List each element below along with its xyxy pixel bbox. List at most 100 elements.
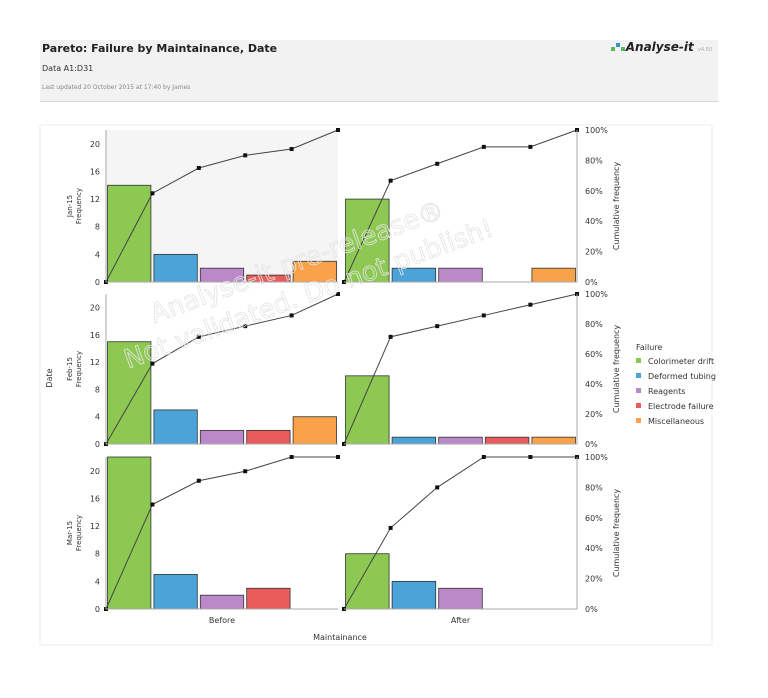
cumulative-point [481, 455, 486, 459]
row-label: Feb-15Frequency [66, 351, 83, 387]
bar-Feb-15-After-4 [531, 436, 576, 445]
legend-item: Reagents [648, 387, 685, 396]
y-tick-label: 12 [90, 522, 100, 531]
legend-swatch [636, 373, 641, 378]
legend-item: Electrode failure [648, 402, 714, 411]
y2-tick-label: 20% [585, 575, 603, 584]
y2-tick-label: 100% [585, 126, 608, 135]
bar-Mar-15-Before-1 [153, 574, 198, 610]
cumulative-point [336, 128, 340, 132]
y2-tick-label: 80% [585, 320, 603, 329]
y2-tick-label: 60% [585, 350, 603, 359]
cumulative-point [150, 191, 155, 196]
version: v4.50 [697, 47, 712, 53]
y-tick-label: 0 [95, 605, 100, 614]
bar-Feb-15-After-0 [345, 375, 390, 445]
bar-Mar-15-After-2 [438, 587, 483, 610]
y2-tick-label: 40% [585, 217, 603, 226]
logo-text: Analyse-it [625, 40, 694, 54]
cumulative-point [528, 144, 533, 149]
y2-axis-title: Cumulative frequency [612, 162, 621, 251]
cumulative-point [243, 469, 248, 474]
y2-axis-title: Cumulative frequency [612, 489, 621, 578]
cumulative-point [388, 178, 393, 183]
row-label-date: Mar-15 [66, 521, 74, 545]
y-tick-label: 16 [90, 494, 100, 503]
cumulative-point [243, 324, 248, 329]
y-tick-label: 16 [90, 167, 100, 176]
y-tick-label: 8 [95, 385, 100, 394]
bar-Feb-15-After-3 [484, 436, 530, 445]
y2-tick-label: 100% [585, 290, 608, 299]
cumulative-line [105, 293, 339, 445]
y-tick-label: 16 [90, 331, 100, 340]
cumulative-point [388, 525, 393, 530]
cumulative-point [481, 144, 486, 149]
y-tick-label: 8 [95, 223, 100, 232]
column-label: After [451, 616, 471, 625]
bar-Feb-15-After-2 [438, 436, 483, 445]
y2-tick-label: 80% [585, 156, 603, 165]
row-label-date: Feb-15 [66, 357, 74, 381]
y2-tick-label: 0% [585, 440, 598, 449]
column-label: Before [209, 616, 235, 625]
logo: Analyse-it v4.50 [610, 40, 712, 54]
legend-item: Colorimeter drift [648, 357, 714, 366]
bar-Mar-15-Before-2 [199, 594, 245, 610]
legend-item: Deformed tubing [648, 372, 716, 381]
cumulative-point [196, 334, 201, 339]
y-tick-label: 20 [90, 140, 100, 149]
legend-swatch [636, 418, 641, 423]
y-tick-label: 12 [90, 358, 100, 367]
row-label-frequency: Frequency [75, 188, 83, 224]
report-header: Pareto: Failure by Maintainance, Date Da… [40, 40, 718, 102]
y2-tick-label: 0% [585, 278, 598, 287]
cumulative-point [435, 485, 440, 490]
cumulative-point [336, 455, 340, 459]
y-tick-label: 20 [90, 304, 100, 313]
y2-tick-label: 100% [585, 453, 608, 462]
cumulative-point [150, 502, 155, 507]
cumulative-point [243, 153, 248, 158]
bar-Jan-15-After-2 [438, 267, 483, 283]
last-updated: Last updated 20 October 2015 at 17:40 by… [42, 84, 191, 91]
bar-Feb-15-Before-3 [246, 429, 291, 445]
y2-tick-label: 80% [585, 483, 603, 492]
bar-Feb-15-Before-1 [153, 409, 198, 445]
y2-tick-label: 40% [585, 380, 603, 389]
legend-swatch [636, 358, 641, 363]
cumulative-point [289, 147, 294, 151]
cumulative-line [343, 293, 578, 445]
legend-title: Failure [636, 343, 662, 352]
bar-Feb-15-After-1 [391, 436, 437, 445]
y-tick-label: 4 [95, 577, 100, 586]
cumulative-line [105, 456, 338, 610]
bar-Jan-15-After-4 [531, 267, 576, 283]
cumulative-point [196, 166, 201, 170]
y-tick-label: 0 [95, 278, 100, 287]
legend-swatch [636, 403, 641, 408]
row-label-frequency: Frequency [75, 515, 83, 551]
y2-tick-label: 60% [585, 187, 603, 196]
cumulative-line [343, 456, 577, 610]
row-label: Mar-15Frequency [66, 515, 83, 551]
bar-Mar-15-Before-3 [246, 587, 291, 610]
cumulative-point [528, 455, 533, 459]
y-tick-label: 4 [95, 413, 100, 422]
y2-axis-title: Cumulative frequency [612, 325, 621, 414]
cumulative-point [528, 302, 533, 307]
cumulative-line [105, 129, 339, 283]
bar-Jan-15-Before-1 [153, 253, 198, 283]
cumulative-point [435, 161, 440, 166]
y-tick-label: 8 [95, 550, 100, 559]
y2-tick-label: 60% [585, 514, 603, 523]
row-label-frequency: Frequency [75, 351, 83, 387]
cumulative-point [481, 313, 486, 318]
legend-swatch [636, 388, 641, 393]
y-tick-label: 12 [90, 195, 100, 204]
legend-item: Miscellaneous [648, 417, 704, 426]
data-range: Data A1:D31 [42, 64, 94, 73]
y2-tick-label: 0% [585, 605, 598, 614]
cumulative-point [196, 478, 201, 483]
